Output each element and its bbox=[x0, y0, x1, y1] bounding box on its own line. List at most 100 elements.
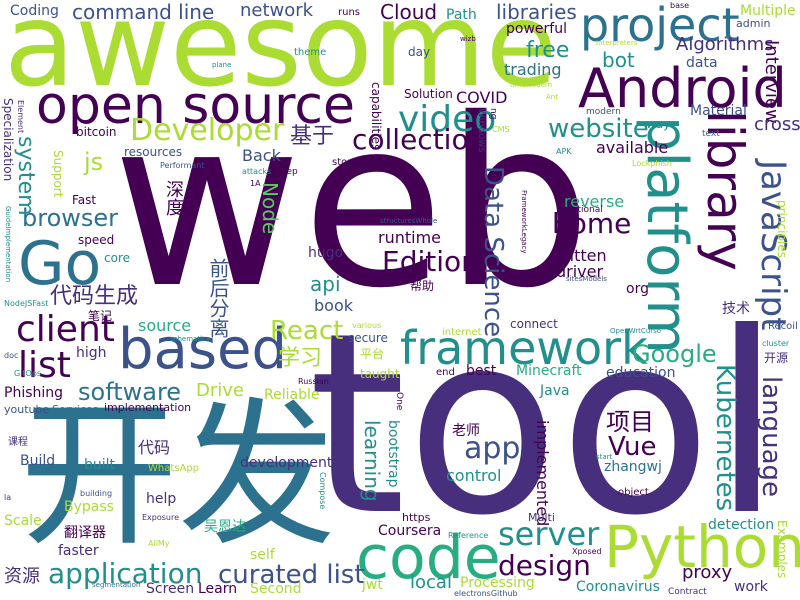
word: video bbox=[398, 99, 497, 140]
word: book bbox=[314, 296, 353, 315]
word: building bbox=[80, 489, 113, 498]
word: Vue bbox=[608, 432, 657, 462]
word: website bbox=[548, 114, 649, 144]
word: libraries bbox=[496, 0, 577, 24]
word: development bbox=[240, 455, 333, 471]
word: https bbox=[402, 511, 431, 524]
word: 笔记 bbox=[88, 309, 113, 323]
word: 开源 bbox=[764, 351, 789, 365]
word: attacks bbox=[242, 167, 272, 176]
word: base bbox=[670, 1, 690, 10]
word: 基于 bbox=[290, 124, 335, 149]
word: capabilities bbox=[369, 82, 383, 151]
word: Contract bbox=[668, 587, 707, 597]
word: APK bbox=[556, 147, 572, 156]
word: sitesModels bbox=[566, 275, 607, 283]
word: tool bbox=[308, 279, 782, 570]
word: bot bbox=[602, 48, 635, 72]
word: implementation bbox=[104, 401, 192, 414]
word: design bbox=[498, 549, 591, 582]
word: zhangwj bbox=[604, 459, 662, 475]
word: curated list bbox=[218, 560, 365, 590]
word: 帮助 bbox=[410, 279, 435, 293]
word: Kubernetes bbox=[710, 364, 740, 512]
word: source bbox=[138, 316, 192, 335]
word: system bbox=[13, 136, 38, 216]
word: React bbox=[270, 316, 344, 346]
word: Performant bbox=[160, 161, 205, 170]
word: list bbox=[18, 345, 71, 386]
word: jwt bbox=[362, 577, 383, 593]
word: day bbox=[408, 45, 431, 59]
word: free bbox=[526, 38, 570, 63]
word: Data Science bbox=[478, 166, 508, 338]
word: 吴恩达 bbox=[204, 519, 246, 535]
word: reverse bbox=[564, 192, 625, 211]
word: admin bbox=[736, 17, 771, 30]
word: schematica bbox=[170, 335, 211, 343]
word: FrameworkLegacy bbox=[520, 190, 528, 254]
word: cross bbox=[754, 114, 800, 135]
word: internet bbox=[442, 327, 482, 338]
word: Back bbox=[242, 146, 281, 165]
word: Windows bbox=[476, 108, 487, 153]
word: js bbox=[84, 148, 104, 176]
word: 资源 bbox=[4, 566, 40, 587]
word: bootstrap bbox=[385, 420, 401, 488]
word: Support bbox=[51, 150, 65, 198]
word: Android bbox=[578, 57, 787, 120]
word: browser bbox=[22, 204, 119, 232]
word: Interview bbox=[761, 40, 782, 124]
word: OpenWrtCurso bbox=[610, 327, 662, 335]
word: runs bbox=[338, 7, 360, 18]
word: Specialization bbox=[1, 98, 15, 182]
word: Lockphish bbox=[632, 159, 672, 168]
word: runtime bbox=[378, 228, 442, 247]
word: Reliable bbox=[264, 387, 320, 403]
word: 代码生成 bbox=[50, 284, 139, 309]
word: ng bbox=[488, 108, 498, 120]
word: secure bbox=[348, 331, 388, 345]
word: keep bbox=[276, 167, 298, 177]
word: high bbox=[76, 345, 107, 361]
word: best bbox=[466, 363, 497, 379]
word: Processing bbox=[460, 575, 535, 591]
word: command line bbox=[72, 0, 215, 24]
word: open source bbox=[36, 76, 355, 136]
word: help bbox=[146, 491, 177, 507]
word: CMS bbox=[492, 125, 510, 134]
word: Services bbox=[52, 403, 99, 416]
word: 前后分离 bbox=[206, 258, 230, 338]
word: driver bbox=[556, 262, 604, 281]
word: Element bbox=[16, 100, 25, 134]
word: Drive bbox=[196, 380, 244, 401]
word: segmentation bbox=[92, 581, 141, 589]
word: app bbox=[464, 431, 521, 466]
word: Go bbox=[18, 229, 102, 299]
word: Python bbox=[604, 513, 800, 581]
word: proxy bbox=[682, 562, 733, 583]
word: JavaScript bbox=[753, 160, 793, 331]
word: end bbox=[436, 367, 455, 378]
word: Russian bbox=[298, 377, 329, 386]
word: cluster bbox=[762, 339, 790, 348]
word: functional bbox=[558, 205, 603, 215]
word: way bbox=[646, 117, 671, 131]
word: 开发 bbox=[20, 384, 336, 568]
word: object bbox=[618, 487, 649, 498]
word: 技术 bbox=[722, 301, 750, 317]
word: storage bbox=[332, 157, 370, 168]
word: Scale bbox=[4, 513, 42, 529]
word: language bbox=[756, 376, 786, 498]
word: awesome bbox=[4, 0, 558, 113]
word: resources bbox=[124, 145, 183, 159]
word: timeModern bbox=[510, 81, 553, 89]
word: code bbox=[356, 523, 501, 593]
word: software bbox=[78, 378, 182, 406]
word: Developer bbox=[130, 113, 285, 148]
word: web bbox=[112, 69, 592, 339]
word: Fast bbox=[72, 193, 97, 207]
word: learning bbox=[360, 420, 384, 502]
word: Reference bbox=[448, 531, 489, 540]
word: 课程 bbox=[8, 437, 28, 448]
